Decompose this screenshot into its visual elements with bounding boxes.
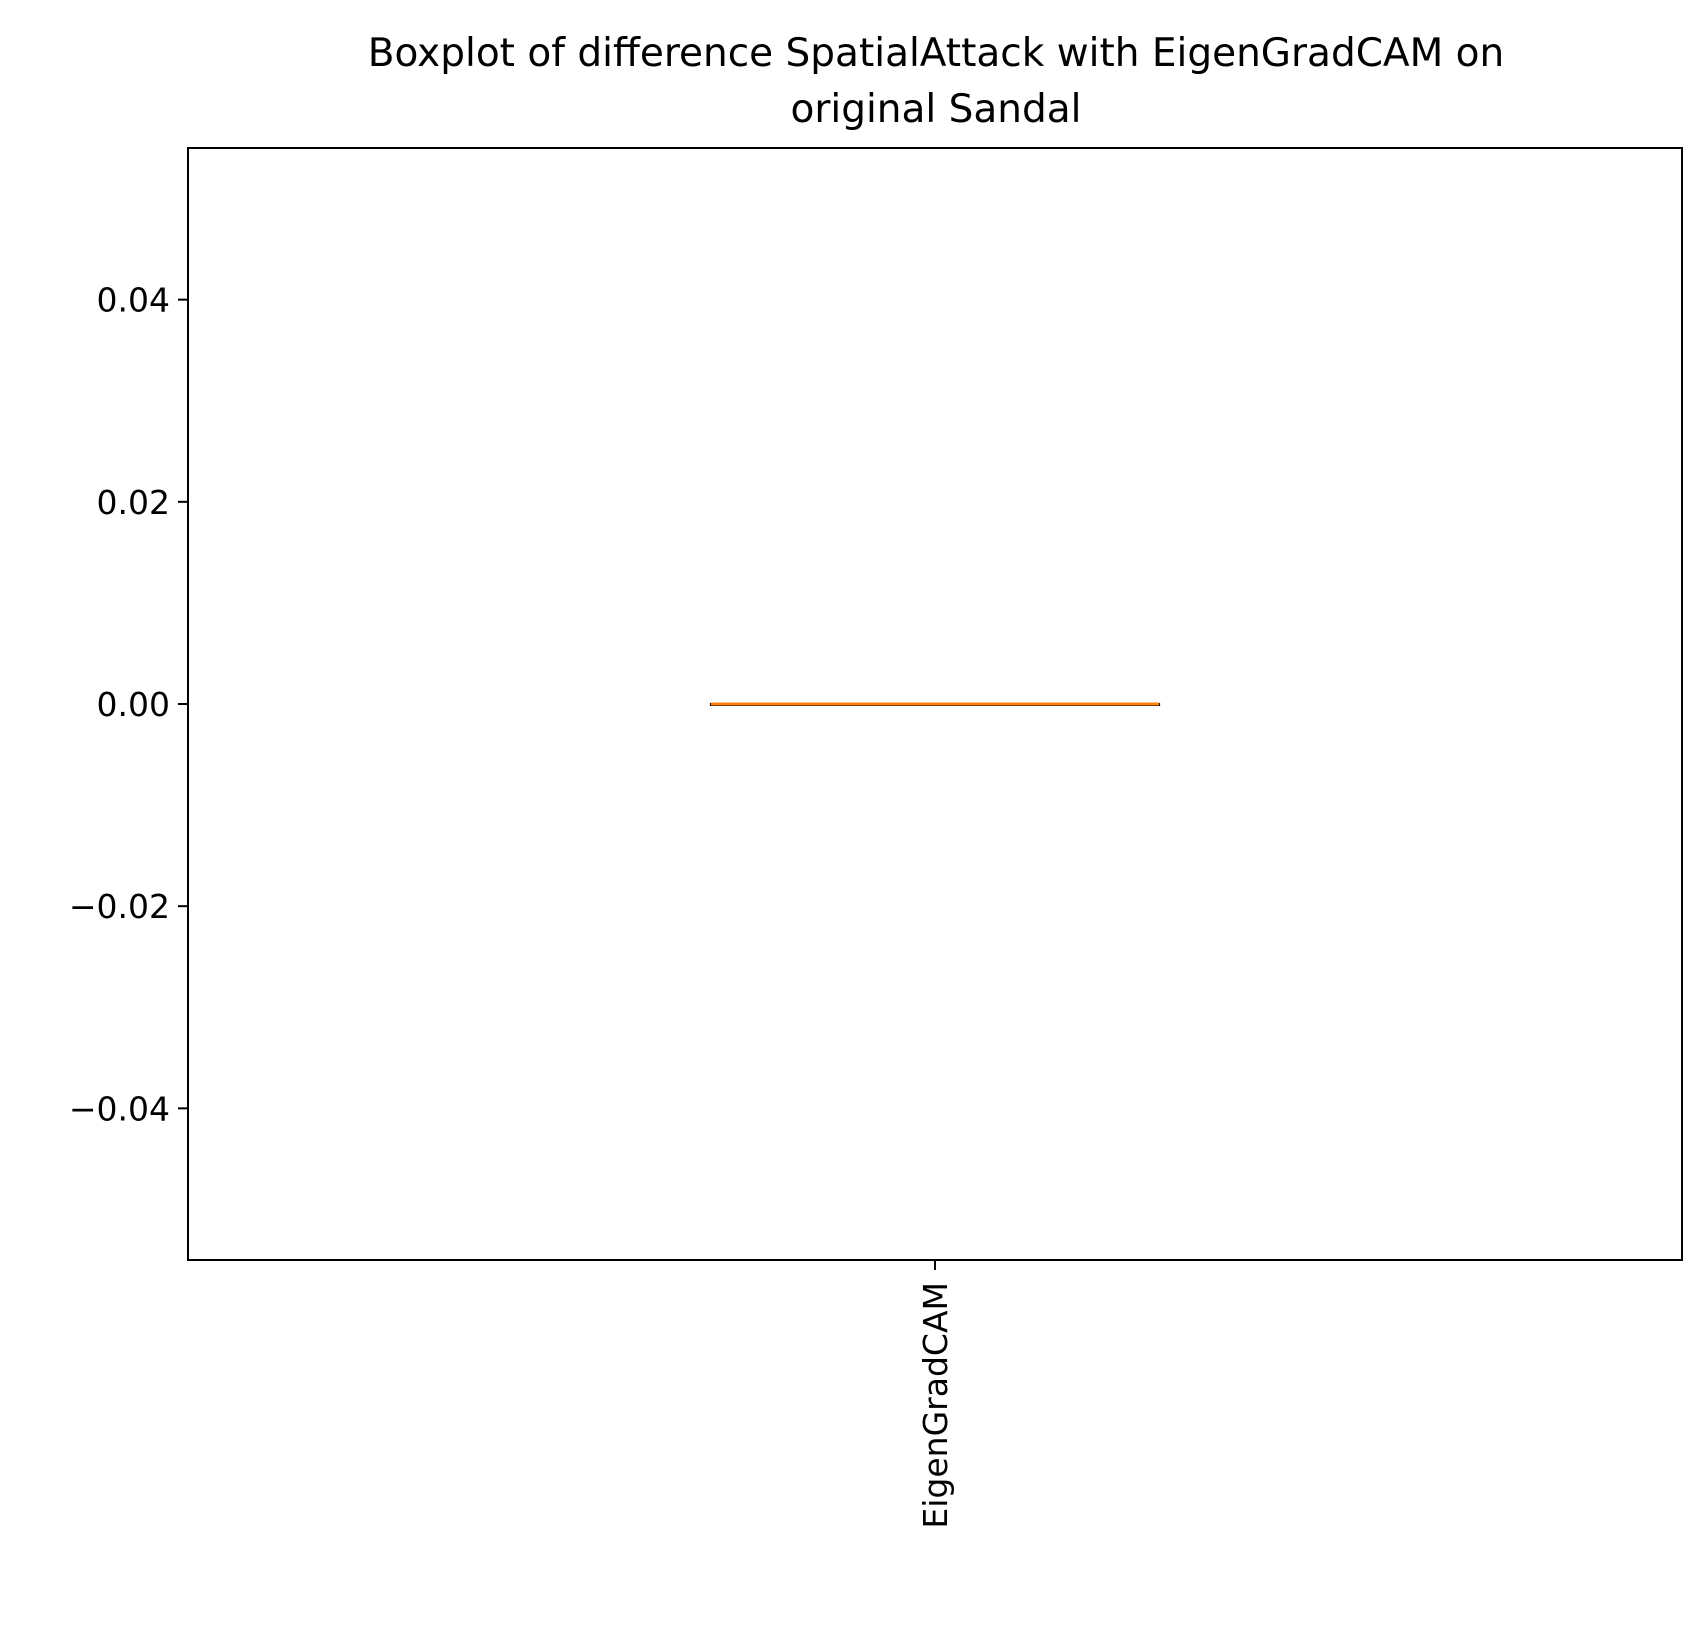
x-tick-label: EigenGradCAM	[916, 1282, 955, 1529]
x-axis-ticks: EigenGradCAM	[916, 1260, 955, 1529]
y-tick-label: −0.04	[69, 1089, 170, 1128]
y-tick-label: 0.02	[97, 483, 170, 522]
chart-title-line-1: Boxplot of difference SpatialAttack with…	[368, 31, 1505, 76]
y-tick-label: −0.02	[69, 887, 170, 926]
y-axis-ticks: −0.04 −0.02 0.00 0.02 0.04	[69, 281, 188, 1128]
box-plot-group	[709, 702, 1161, 706]
y-tick-label: 0.00	[97, 685, 170, 724]
plot-frame	[187, 147, 1683, 1261]
y-tick-label: 0.04	[97, 281, 170, 320]
chart-title-line-2: original Sandal	[790, 87, 1081, 132]
